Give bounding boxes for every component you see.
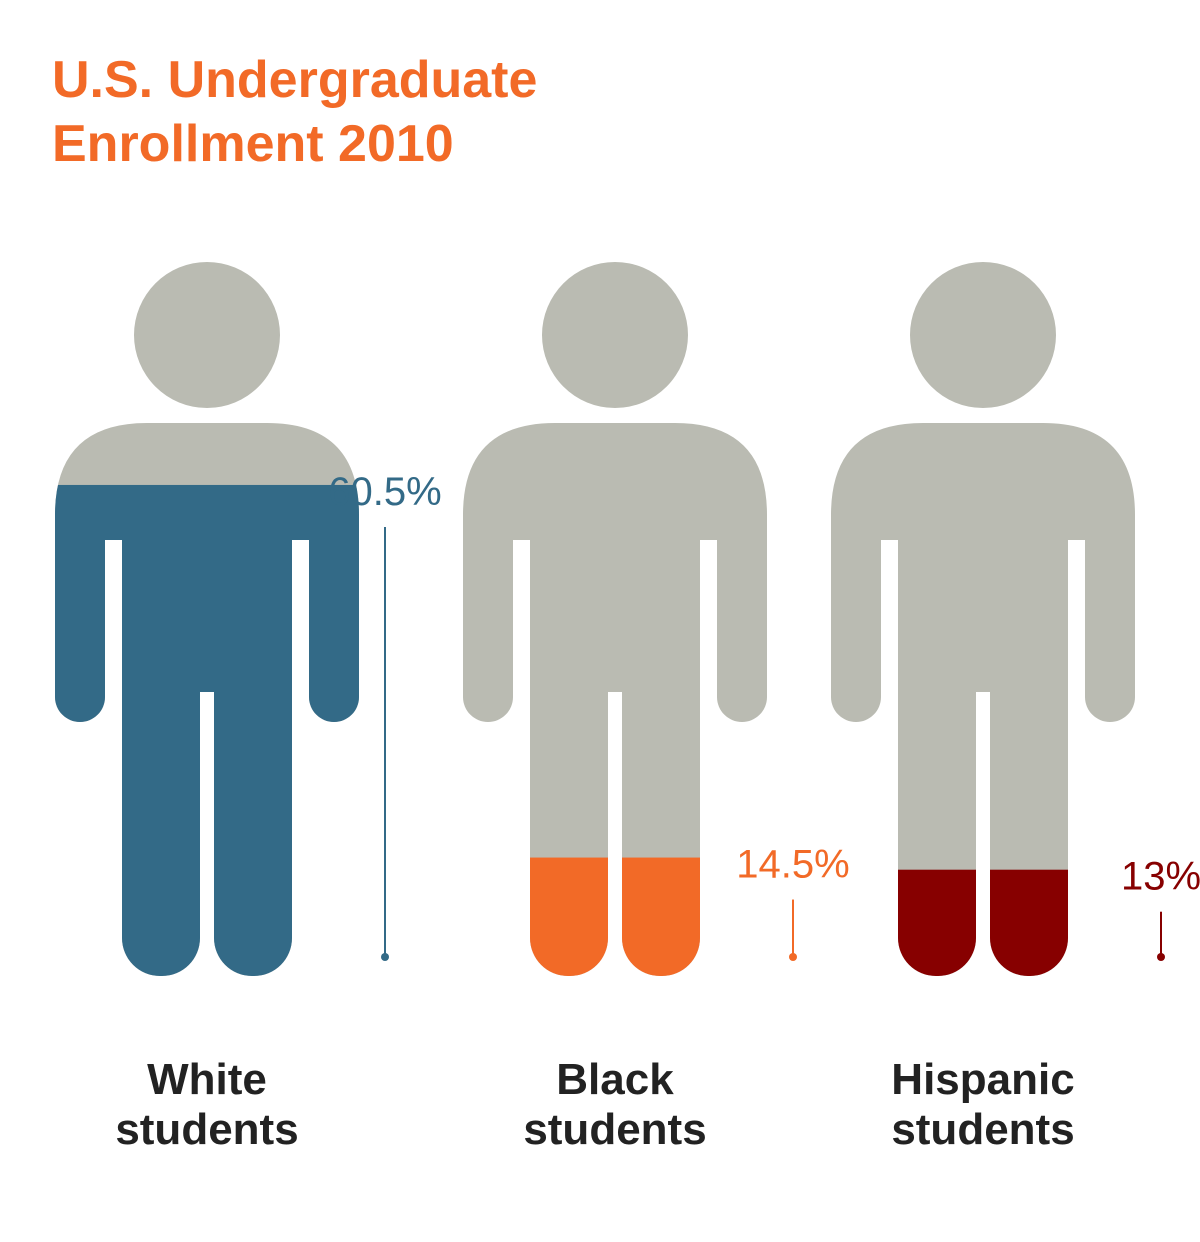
fill-bar	[463, 857, 767, 976]
figure	[55, 262, 359, 976]
category-label: Black students	[523, 1055, 707, 1154]
figure-body	[463, 262, 767, 976]
value-label: 14.5%	[736, 843, 849, 887]
figure-body	[831, 262, 1135, 976]
leader-dot	[1157, 953, 1165, 961]
chart-title: U.S. Undergraduate Enrollment 2010	[52, 51, 538, 173]
leader-dot	[381, 953, 389, 961]
figure	[831, 262, 1135, 976]
value-label: 60.5%	[328, 470, 441, 514]
value-label: 13%	[1121, 855, 1200, 899]
category-label: White students	[115, 1055, 299, 1154]
fill-bar	[55, 484, 359, 976]
leader-dot	[789, 953, 797, 961]
figure	[463, 262, 767, 976]
category-label: Hispanic students	[891, 1055, 1075, 1154]
fill-bar	[831, 869, 1135, 976]
